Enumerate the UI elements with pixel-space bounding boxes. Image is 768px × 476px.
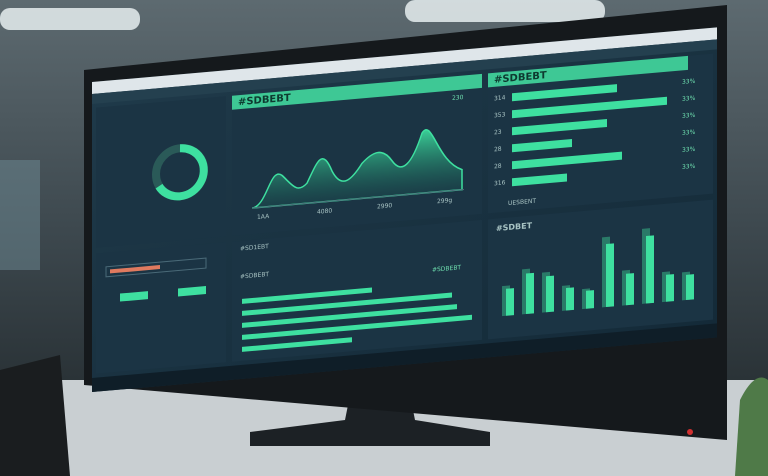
- ceiling-light: [405, 0, 605, 22]
- column: [546, 275, 554, 313]
- panel-header: [488, 55, 688, 88]
- column: [526, 272, 534, 315]
- row-bar: [512, 151, 622, 170]
- donut-arc: [155, 144, 208, 201]
- bar-rows: [242, 287, 472, 352]
- column: [566, 287, 574, 311]
- column: [586, 290, 594, 309]
- status-chip: [178, 286, 206, 297]
- panel-footer: UESBENT: [508, 198, 536, 207]
- monitor-stand: [250, 395, 490, 446]
- row-percent: 33%: [682, 163, 696, 171]
- panel-value: #SDBEBT: [432, 264, 461, 274]
- row-label: 316: [494, 179, 506, 187]
- status-chip: [120, 291, 148, 302]
- axis-label: 299g: [437, 197, 452, 205]
- row-percent: 33%: [682, 146, 696, 154]
- panel-sidebar: [96, 96, 226, 248]
- line-bar: [242, 304, 457, 328]
- line-bar: [242, 287, 372, 304]
- column: [686, 274, 694, 301]
- row-percent: 33%: [682, 112, 696, 120]
- column-group: [502, 228, 694, 317]
- app-menu: [92, 39, 717, 104]
- panel-title: #SDBEBT: [494, 70, 547, 86]
- ceiling-light: [0, 8, 140, 30]
- panel-title: #SDBEBT: [238, 93, 291, 109]
- column: [606, 243, 614, 308]
- panel-value: 230: [452, 94, 464, 102]
- axis-labels: 1AA 4080 2990 299g: [257, 197, 452, 221]
- row-bar: [512, 173, 567, 187]
- panel-subtitle: #SDBEBT: [240, 271, 269, 281]
- row-bar: [512, 96, 667, 119]
- plant: [735, 377, 768, 476]
- column: [506, 288, 514, 316]
- row-bar: [512, 84, 617, 102]
- column: [666, 274, 674, 302]
- line-bar: [242, 292, 452, 316]
- row-label: 28: [494, 146, 502, 154]
- panel-columns: [488, 199, 713, 340]
- area-wave: [251, 129, 463, 209]
- row-label: 314: [494, 94, 506, 102]
- status-strip: [105, 257, 207, 278]
- browser-bar: [92, 27, 717, 94]
- row-label: 28: [494, 163, 502, 171]
- row-bar: [512, 118, 607, 136]
- column: [626, 273, 634, 306]
- row-label: 23: [494, 129, 502, 137]
- power-led: [687, 429, 693, 435]
- axis-label: 2990: [377, 202, 392, 210]
- background-window: [0, 160, 40, 270]
- row-label: 353: [494, 111, 506, 119]
- status-indicator: [110, 265, 160, 274]
- axis-label: 1AA: [257, 213, 270, 221]
- panel-header: [232, 73, 482, 110]
- bar-rows: 314 33% 353 33% 23 33% 28 33% 28 33% 316 33%: [494, 78, 696, 188]
- panel-title: #SDBET: [496, 221, 533, 233]
- column: [646, 235, 654, 304]
- row-percent: 33%: [682, 129, 696, 137]
- line-bar: [242, 337, 352, 352]
- panel-title: #SD1EBT: [240, 243, 269, 253]
- row-percent: 33%: [682, 95, 696, 103]
- line-bar: [242, 314, 472, 340]
- axis-line: [252, 188, 464, 209]
- row-bar: [512, 139, 572, 153]
- taskbar: [92, 323, 717, 392]
- chair: [0, 355, 70, 476]
- row-percent: 33%: [682, 78, 696, 86]
- axis-label: 4080: [317, 207, 332, 215]
